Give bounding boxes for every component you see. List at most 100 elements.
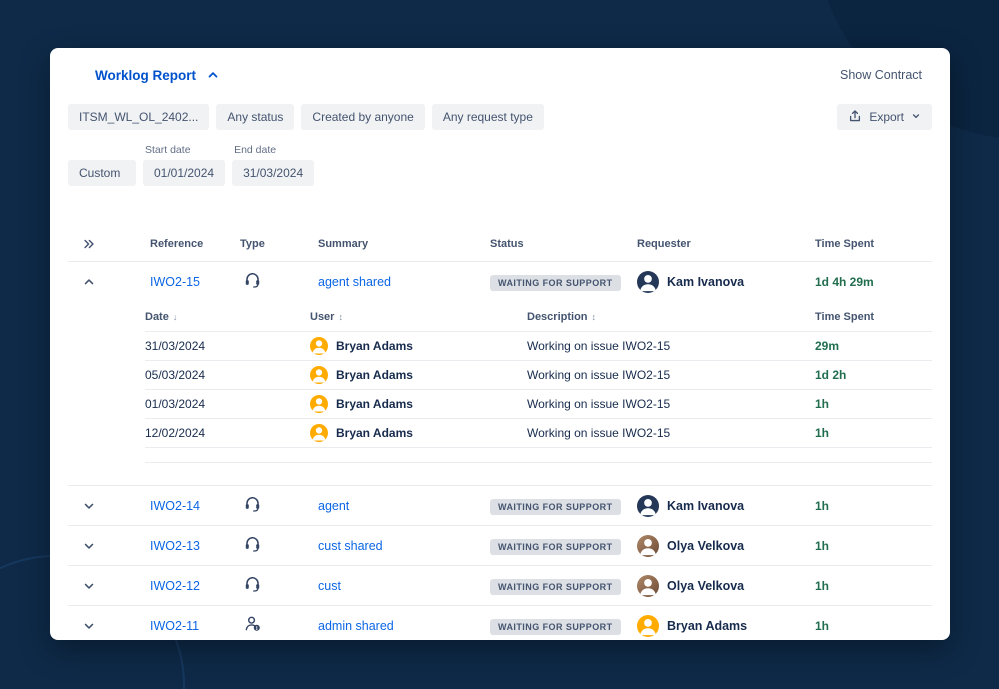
period-filter[interactable]: Custom [68,160,136,186]
requester-name: Kam Ivanova [667,498,745,513]
issue-reference-link[interactable]: IWO2-15 [150,275,201,289]
requester-name: Bryan Adams [667,618,748,633]
worklog-user-name: Bryan Adams [336,368,413,382]
issue-reference-link[interactable]: IWO2-11 [150,618,200,633]
page-title: Worklog Report [95,67,196,83]
time-spent: 1h [815,498,830,513]
worklog-detail-panel: Date ↓ User ↕ Description ↕ Time Spent 3… [145,302,932,463]
chevron-down-icon [911,110,921,124]
avatar [637,574,659,597]
worklog-description: Working on issue IWO2-15 [527,397,671,411]
worklog-user-name: Bryan Adams [336,339,413,353]
issue-reference-link[interactable]: IWO2-13 [150,538,201,553]
expand-all-icon[interactable] [68,237,150,251]
issue-summary-link[interactable]: cust [318,578,341,593]
status-filter[interactable]: Any status [216,104,295,130]
issue-reference-link[interactable]: IWO2-14 [150,498,201,513]
issue-summary-link[interactable]: agent shared [318,275,391,289]
column-header-type: Type [240,237,265,250]
contract-filter[interactable]: ITSM_WL_OL_2402... [68,104,210,130]
worklog-column-description[interactable]: Description ↕ [527,310,597,323]
start-date-label: Start date [145,144,191,156]
export-button[interactable]: Export [837,104,932,130]
requester-name: Kam Ivanova [667,275,745,289]
status-badge: WAITING FOR SUPPORT [490,578,621,595]
table-header-row: Reference Type Summary Status Requester … [68,226,932,262]
status-badge: WAITING FOR SUPPORT [490,538,621,555]
expand-row-chevron-down-icon[interactable] [68,619,150,633]
headset-icon [240,534,318,558]
expand-row-chevron-down-icon[interactable] [68,499,150,513]
worklog-description: Working on issue IWO2-15 [527,426,671,440]
table-row[interactable]: IWO2-11 admin shared WAITING FOR SUPPORT… [68,605,932,640]
status-badge: WAITING FOR SUPPORT [490,618,621,635]
avatar [310,395,328,413]
admin-person-icon [240,614,318,638]
worklog-time-spent: 29m [815,339,840,353]
column-header-summary: Summary [318,237,369,250]
avatar [637,494,659,517]
worklog-header-row: Date ↓ User ↕ Description ↕ Time Spent [145,302,932,332]
avatar [637,614,659,637]
column-header-requester: Requester [637,237,691,250]
time-spent: 1h [815,618,830,633]
status-badge: WAITING FOR SUPPORT [490,498,621,515]
issue-summary-link[interactable]: admin shared [318,618,394,633]
headset-icon [240,270,318,294]
collapse-row-chevron-up-icon[interactable] [68,275,150,289]
export-label: Export [869,110,904,124]
column-header-time-spent: Time Spent [815,237,875,250]
worklog-time-spent: 1h [815,397,830,411]
worklog-user-name: Bryan Adams [336,397,413,411]
worklog-column-user[interactable]: User ↕ [310,310,343,323]
time-spent: 1h [815,578,830,593]
requester-name: Olya Velkova [667,578,745,593]
avatar [637,534,659,557]
worklog-date: 31/03/2024 [145,339,206,353]
expand-row-chevron-down-icon[interactable] [68,539,150,553]
worklog-row: 01/03/2024 Bryan Adams Working on issue … [145,390,932,419]
status-badge: WAITING FOR SUPPORT [490,275,621,291]
end-date-label: End date [234,144,277,156]
worklog-row: 12/02/2024 Bryan Adams Working on issue … [145,419,932,448]
sort-toggle-icon: ↕ [338,311,343,322]
time-spent: 1h [815,538,830,553]
headset-icon [240,574,318,598]
table-row[interactable]: IWO2-14 agent WAITING FOR SUPPORT Kam Iv… [68,485,932,525]
column-header-status: Status [490,237,524,250]
time-spent: 1d 4h 29m [815,275,874,289]
show-contract-link[interactable]: Show Contract [840,68,922,82]
avatar [637,271,659,293]
filter-bar: ITSM_WL_OL_2402... Any status Created by… [50,84,950,130]
issue-summary-link[interactable]: cust shared [318,538,383,553]
worklog-date: 12/02/2024 [145,426,206,440]
request-type-filter[interactable]: Any request type [431,104,544,130]
issue-reference-link[interactable]: IWO2-12 [150,578,201,593]
headset-icon [240,494,318,518]
requester-name: Olya Velkova [667,538,745,553]
end-date-input[interactable]: 31/03/2024 [232,160,315,186]
worklog-description: Working on issue IWO2-15 [527,368,671,382]
start-date-input[interactable]: 01/01/2024 [143,160,226,186]
issue-summary-link[interactable]: agent [318,498,350,513]
section-gap [68,463,932,485]
worklog-time-spent: 1h [815,426,830,440]
worklog-column-date[interactable]: Date ↓ [145,310,178,323]
expand-row-chevron-down-icon[interactable] [68,579,150,593]
worklog-description: Working on issue IWO2-15 [527,339,671,353]
table-row[interactable]: IWO2-15 agent shared WAITING FOR SUPPORT… [68,262,932,302]
table-row[interactable]: IWO2-13 cust shared WAITING FOR SUPPORT … [68,525,932,565]
date-filter-bar: Custom Start date 01/01/2024 End date 31… [50,130,950,186]
worklog-time-spent: 1d 2h [815,368,847,382]
column-header-reference: Reference [150,237,204,250]
table-row[interactable]: IWO2-12 cust WAITING FOR SUPPORT Olya Ve… [68,565,932,605]
worklog-user-name: Bryan Adams [336,426,413,440]
worklog-date: 05/03/2024 [145,368,206,382]
collapse-panel-chevron-up-icon[interactable] [206,68,220,82]
worklog-row: 31/03/2024 Bryan Adams Working on issue … [145,332,932,361]
sort-desc-icon: ↓ [172,311,178,322]
panel-header: Worklog Report Show Contract [50,48,950,84]
created-by-filter[interactable]: Created by anyone [301,104,425,130]
worklog-table: Reference Type Summary Status Requester … [68,226,932,640]
worklog-row: 05/03/2024 Bryan Adams Working on issue … [145,361,932,390]
